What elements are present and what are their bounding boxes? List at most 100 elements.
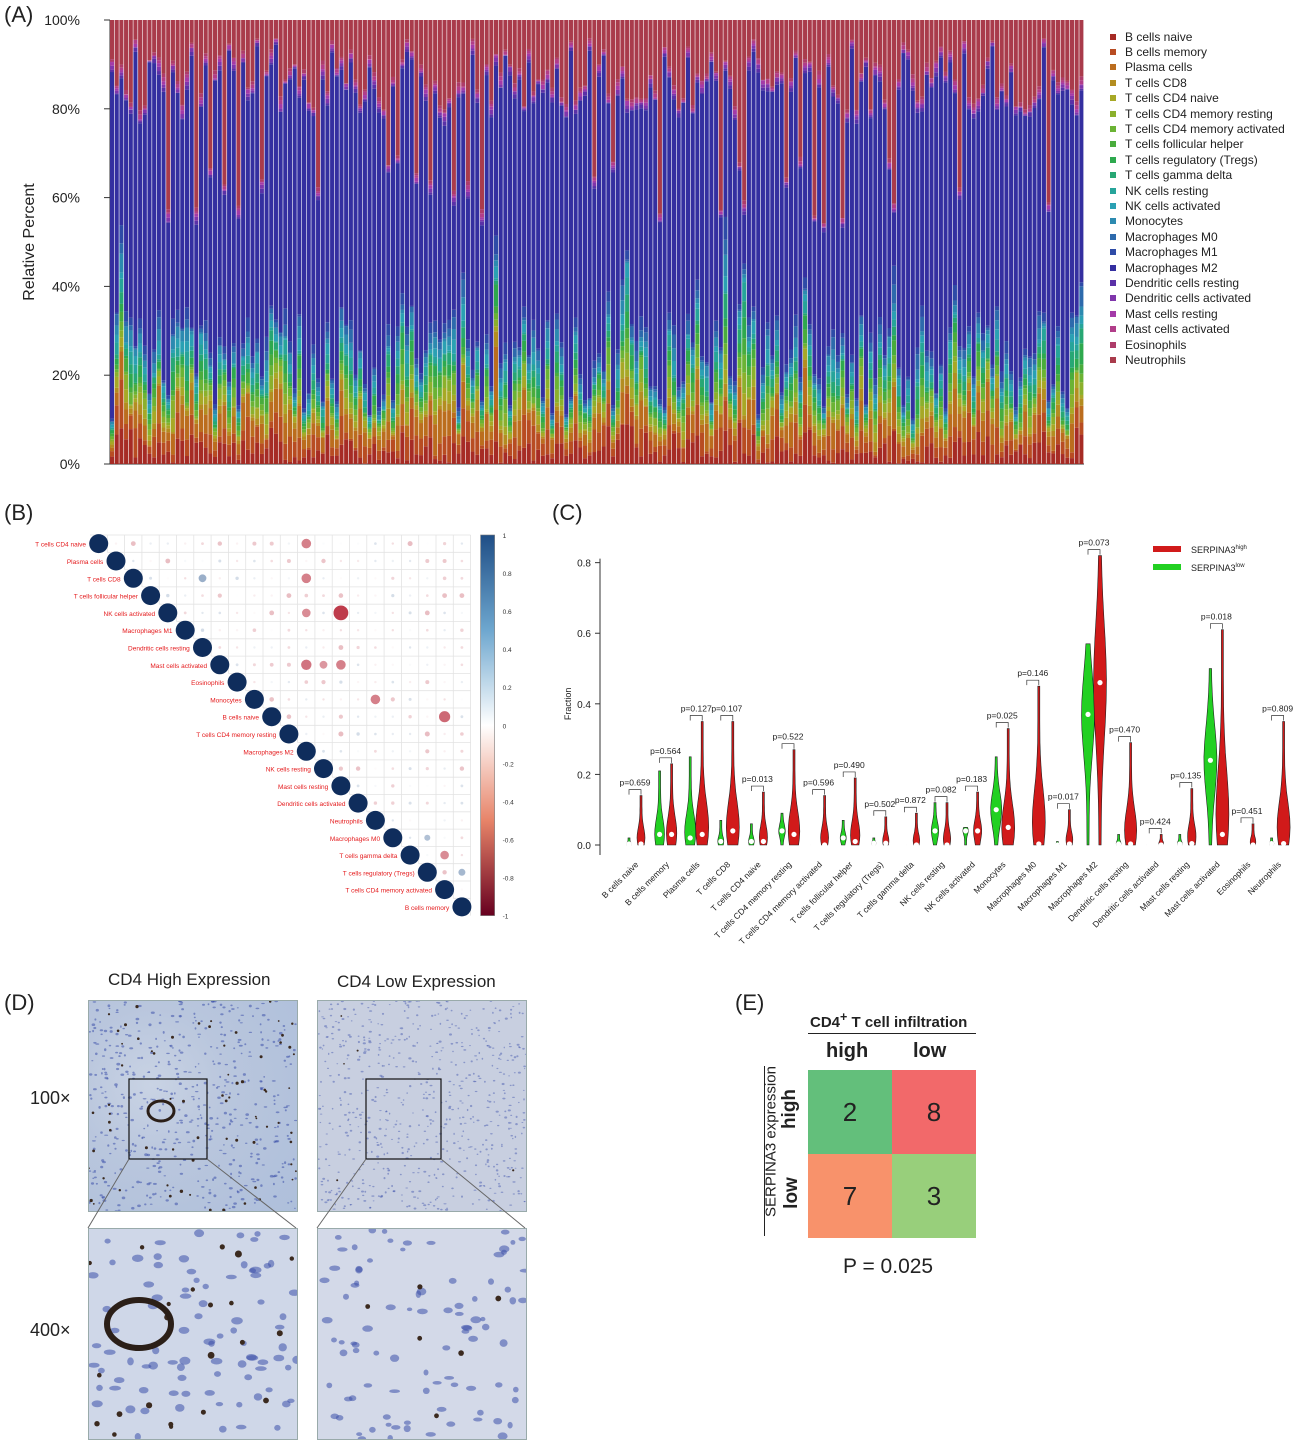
bar-segment <box>306 403 311 411</box>
bar-segment <box>339 328 344 338</box>
bar-segment <box>545 74 550 79</box>
bar-segment <box>325 373 330 375</box>
bar-segment <box>812 387 817 390</box>
bar-segment <box>723 291 728 294</box>
bar-segment <box>882 388 887 392</box>
bar-segment <box>208 372 213 379</box>
bar-segment <box>311 365 316 374</box>
bar-segment <box>264 398 269 413</box>
bar-segment <box>611 411 616 415</box>
bar-segment <box>423 392 428 401</box>
bar-segment <box>152 55 157 56</box>
bar-segment <box>667 76 672 78</box>
legend-swatch <box>1110 33 1116 40</box>
bar-segment <box>915 386 920 400</box>
bar-segment <box>437 443 442 461</box>
bar-segment <box>320 60 325 65</box>
bar-segment <box>582 412 588 413</box>
bar-segment <box>124 342 129 346</box>
bar-segment <box>531 410 536 426</box>
bar-segment <box>728 389 733 393</box>
bar-segment <box>526 409 531 413</box>
bar-segment <box>451 194 456 197</box>
bar-segment <box>999 428 1004 436</box>
bar-segment <box>292 397 297 401</box>
bar-segment <box>948 56 953 60</box>
bar-segment <box>114 434 119 464</box>
bar-segment <box>704 415 709 424</box>
bar-segment <box>222 359 227 361</box>
bar-segment <box>812 374 817 377</box>
bar-segment <box>948 59 953 63</box>
bar-segment <box>442 116 447 122</box>
bar-segment <box>465 196 470 199</box>
bar-segment <box>746 337 751 342</box>
bar-segment <box>760 374 765 384</box>
bar-segment <box>493 54 499 56</box>
bar-segment <box>868 378 873 379</box>
bar-segment <box>704 410 709 414</box>
bar-segment <box>742 415 747 420</box>
bar-segment <box>615 349 620 354</box>
bar-segment <box>559 372 564 375</box>
bar-segment <box>948 364 953 374</box>
bar-segment <box>461 347 466 355</box>
bar-segment <box>938 51 943 53</box>
bar-segment <box>643 396 648 399</box>
bar-segment <box>147 435 152 441</box>
bar-segment <box>704 73 709 77</box>
bar-segment <box>821 413 826 414</box>
bar-segment <box>203 433 208 448</box>
bar-segment <box>564 427 569 430</box>
bar-segment <box>1051 70 1056 74</box>
bar-segment <box>400 384 405 390</box>
corr-dot <box>460 715 464 719</box>
bar-segment <box>194 437 199 443</box>
bar-segment <box>245 392 250 394</box>
bar-segment <box>147 429 152 436</box>
bar-segment <box>1037 339 1042 344</box>
bar-segment <box>147 413 152 414</box>
bar-segment <box>952 85 957 90</box>
bar-segment <box>358 351 363 353</box>
bar-segment <box>653 20 658 91</box>
bar-segment <box>405 386 410 398</box>
bar-segment <box>245 368 250 373</box>
bar-segment <box>1032 433 1037 443</box>
bar-segment <box>348 393 353 403</box>
bar-segment <box>695 20 700 74</box>
bar-segment <box>325 386 330 398</box>
bar-segment <box>966 331 972 335</box>
bar-segment <box>161 411 166 417</box>
bar-segment <box>952 305 957 313</box>
bar-segment <box>540 436 545 439</box>
bar-segment <box>774 315 780 321</box>
bar-segment <box>732 120 737 382</box>
bar-segment <box>297 314 302 317</box>
bar-segment <box>1004 422 1009 426</box>
bar-segment <box>447 328 452 337</box>
bar-segment <box>859 341 864 347</box>
bar-segment <box>390 400 396 403</box>
bar-segment <box>503 399 508 414</box>
bar-segment <box>334 435 339 439</box>
bar-segment <box>241 357 246 361</box>
bar-segment <box>536 411 541 416</box>
bar-segment <box>362 384 367 389</box>
bar-segment <box>877 447 883 464</box>
bar-segment <box>208 382 213 386</box>
bar-segment <box>1018 20 1023 103</box>
bar-segment <box>700 456 705 464</box>
bar-segment <box>971 396 976 402</box>
corr-dot <box>348 793 368 813</box>
corr-dot <box>218 577 221 580</box>
bar-segment <box>273 39 278 42</box>
bar-segment <box>147 62 152 394</box>
bar-segment <box>999 395 1004 403</box>
corr-dot <box>439 711 451 723</box>
bar-segment <box>887 425 892 436</box>
bar-segment <box>573 20 578 101</box>
bar-segment <box>615 420 620 428</box>
bar-segment <box>774 77 780 82</box>
bar-segment <box>887 398 892 403</box>
